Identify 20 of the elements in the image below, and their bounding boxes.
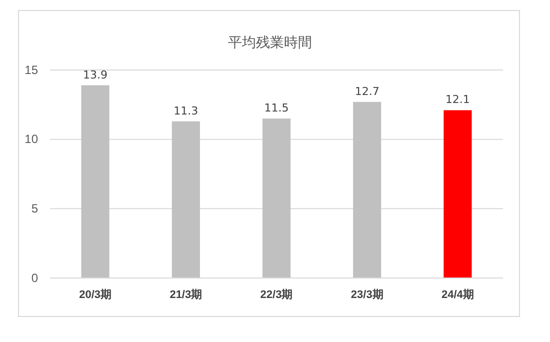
x-tick-label: 23/3期 (350, 288, 384, 301)
bar (444, 110, 472, 278)
chart-title: 平均残業時間 (228, 35, 312, 51)
x-tick-label: 21/3期 (170, 288, 202, 301)
data-label: 13.9 (83, 68, 108, 82)
data-label: 12.7 (354, 84, 380, 98)
data-label: 12.1 (445, 93, 470, 106)
y-tick-label: 15 (24, 62, 38, 77)
bar (353, 102, 382, 278)
bar (262, 118, 291, 278)
y-tick-label: 10 (24, 132, 38, 146)
bar (172, 121, 200, 278)
data-label: 11.3 (174, 104, 198, 118)
bar (81, 85, 110, 278)
data-label: 11.5 (264, 102, 289, 115)
x-tick-label: 24/4期 (441, 288, 474, 301)
y-tick-label: 5 (31, 202, 38, 216)
x-tick-label: 20/3期 (79, 288, 112, 301)
x-tick-label: 22/3期 (260, 288, 293, 301)
y-tick-label: 0 (31, 270, 38, 285)
